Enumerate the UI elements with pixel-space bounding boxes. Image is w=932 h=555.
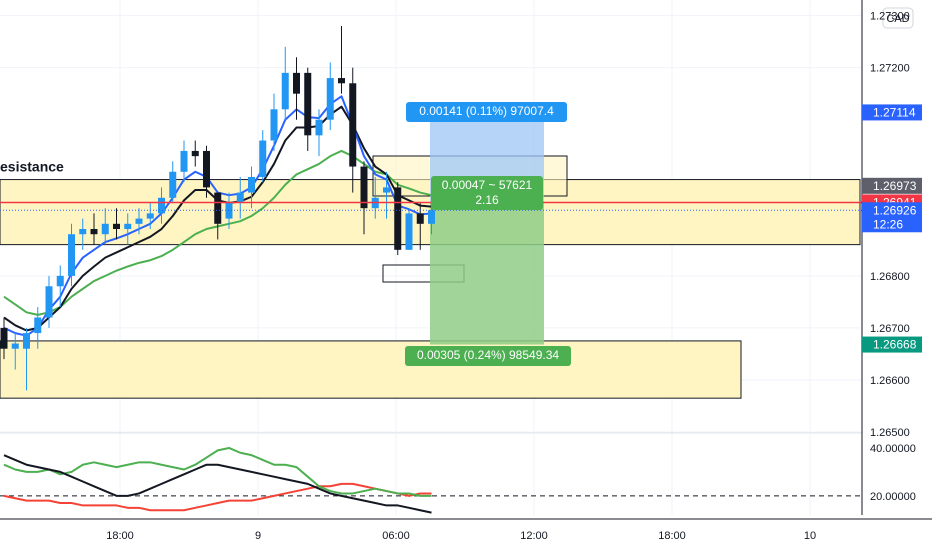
candle bbox=[416, 202, 424, 250]
price-badge: 1.27114 bbox=[862, 104, 922, 121]
candle bbox=[236, 176, 244, 219]
candle bbox=[0, 317, 8, 360]
candle bbox=[259, 130, 267, 183]
candle bbox=[326, 62, 334, 131]
candle bbox=[11, 333, 19, 370]
svg-text:1.26668: 1.26668 bbox=[873, 338, 917, 352]
candle bbox=[428, 208, 435, 235]
price-tick-label: 1.26800 bbox=[870, 271, 910, 283]
candle bbox=[293, 57, 300, 120]
candle bbox=[191, 140, 199, 167]
indicator-red-line bbox=[3, 482, 432, 512]
candle bbox=[169, 161, 177, 203]
candle bbox=[135, 208, 143, 235]
candle bbox=[214, 192, 222, 240]
support-zone[interactable] bbox=[0, 340, 742, 399]
price-axis-bg bbox=[862, 0, 932, 550]
price-tick-label: 1.27200 bbox=[870, 63, 910, 75]
candle bbox=[23, 327, 30, 391]
svg-text:1.26926: 1.26926 bbox=[873, 203, 917, 217]
svg-text:1.26973: 1.26973 bbox=[873, 179, 917, 193]
svg-text:CAD: CAD bbox=[886, 13, 909, 25]
stop-label: 0.00141 (0.11%) 97007.4 bbox=[406, 102, 567, 122]
candle bbox=[180, 140, 188, 183]
svg-text:0.00141 (0.11%) 97007.4: 0.00141 (0.11%) 97007.4 bbox=[419, 104, 554, 118]
candle bbox=[34, 307, 42, 349]
candle bbox=[101, 208, 109, 245]
time-tick-label: 9 bbox=[255, 530, 261, 542]
candle bbox=[79, 218, 87, 250]
currency-button[interactable]: CAD bbox=[882, 7, 914, 29]
price-badge: 1.26973 bbox=[862, 177, 922, 194]
candle bbox=[405, 208, 413, 250]
candle bbox=[203, 145, 210, 198]
time-tick-label: 06:00 bbox=[382, 530, 410, 542]
price-tick-label: 1.27300 bbox=[870, 11, 910, 23]
candles-layer bbox=[0, 26, 435, 391]
candle bbox=[158, 187, 165, 224]
indicator-pane bbox=[0, 432, 862, 514]
svg-text:0.00305 (0.24%) 98549.34: 0.00305 (0.24%) 98549.34 bbox=[417, 348, 559, 362]
svg-text:2.16: 2.16 bbox=[475, 193, 499, 207]
svg-text:1.27114: 1.27114 bbox=[873, 105, 916, 119]
candle bbox=[383, 171, 390, 219]
candle bbox=[248, 166, 255, 209]
candle bbox=[270, 93, 278, 151]
indicator-black-line bbox=[3, 454, 432, 514]
candle bbox=[45, 275, 53, 328]
price-badge: 1.26668 bbox=[862, 336, 922, 353]
candle bbox=[68, 223, 75, 287]
candle bbox=[225, 192, 233, 230]
time-tick-label: 12:00 bbox=[520, 530, 548, 542]
candle bbox=[338, 26, 345, 94]
price-tick-label: 1.26600 bbox=[870, 375, 910, 387]
price-tick-label: 1.26500 bbox=[870, 427, 910, 439]
indicator-tick-label: 20.00000 bbox=[870, 491, 916, 503]
time-tick-label: 18:00 bbox=[106, 530, 134, 542]
candle bbox=[146, 202, 154, 230]
target-label: 0.00305 (0.24%) 98549.34 bbox=[405, 346, 571, 366]
time-tick-label: 10 bbox=[804, 530, 816, 542]
zone-label: esistance bbox=[0, 159, 64, 175]
target-area[interactable] bbox=[430, 202, 544, 345]
price-tick-label: 1.26700 bbox=[870, 323, 910, 335]
candle bbox=[56, 265, 64, 308]
candle bbox=[281, 46, 289, 120]
position-tool[interactable] bbox=[430, 112, 544, 345]
candle bbox=[349, 67, 357, 193]
candle bbox=[315, 109, 323, 157]
position-labels: 0.00141 (0.11%) 97007.4 0.00047 ~ 576212.… bbox=[405, 102, 571, 366]
candle bbox=[360, 161, 368, 235]
countdown-label: 12:26 bbox=[873, 217, 903, 231]
candle bbox=[113, 208, 120, 240]
svg-text:0.00047 ~ 57621: 0.00047 ~ 57621 bbox=[442, 178, 533, 192]
candle bbox=[394, 182, 402, 256]
candle bbox=[124, 213, 132, 245]
time-tick-label: 18:00 bbox=[658, 530, 686, 542]
indicator-tick-label: 40.00000 bbox=[870, 443, 916, 455]
indicator-green-line bbox=[3, 446, 432, 497]
candle bbox=[304, 67, 312, 151]
candle bbox=[90, 213, 98, 245]
